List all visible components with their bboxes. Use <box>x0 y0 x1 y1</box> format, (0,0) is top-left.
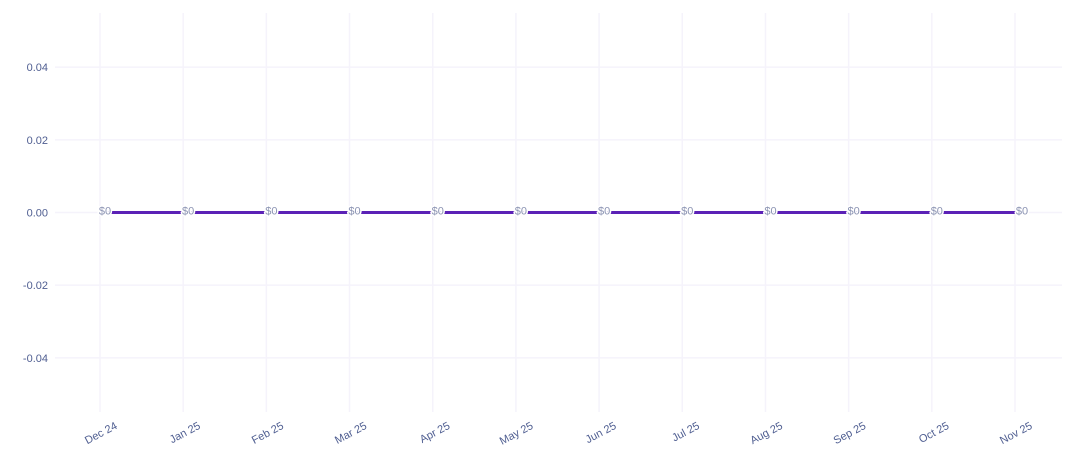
y-axis-tick-label: -0.04 <box>23 353 48 365</box>
x-axis-tick-label: Dec 24 <box>83 420 119 447</box>
y-axis-tick-label: 0.04 <box>27 62 48 74</box>
x-axis-tick-label: Oct 25 <box>917 420 951 446</box>
y-axis-tick-label: 0.02 <box>27 135 48 147</box>
x-axis-labels: Dec 24 Jan 25 Feb 25 Mar 25 Apr 25 May 25 Jun … <box>83 420 1034 448</box>
x-axis-tick-label: Nov 25 <box>998 420 1034 447</box>
data-label: $0 <box>99 206 111 218</box>
data-label: $0 <box>265 206 277 218</box>
y-axis-tick-label: 0.00 <box>27 208 48 220</box>
x-axis-tick-label: Feb 25 <box>250 420 286 447</box>
x-axis-tick-label: May 25 <box>498 420 535 448</box>
data-label: $0 <box>348 206 360 218</box>
data-label: $0 <box>764 206 776 218</box>
data-label: $0 <box>1016 206 1028 218</box>
y-axis-tick-label: -0.02 <box>23 280 48 292</box>
data-label: $0 <box>432 206 444 218</box>
data-label: $0 <box>931 206 943 218</box>
x-axis-tick-label: Jun 25 <box>584 420 619 446</box>
data-label: $0 <box>598 206 610 218</box>
x-axis-tick-label: Aug 25 <box>748 420 784 447</box>
data-label: $0 <box>515 206 527 218</box>
data-label: $0 <box>848 206 860 218</box>
data-label: $0 <box>681 206 693 218</box>
y-axis-labels: 0.04 0.02 0.00 -0.02 -0.04 <box>23 62 48 365</box>
x-axis-tick-label: Jan 25 <box>168 420 203 446</box>
data-labels: $0 $0 $0 $0 $0 $0 $0 $0 $0 $0 $0 $0 <box>97 204 1029 219</box>
x-axis-tick-label: Sep 25 <box>832 420 868 447</box>
x-axis-tick-label: Apr 25 <box>418 420 452 446</box>
x-axis-tick-label: Mar 25 <box>333 420 369 447</box>
x-axis-tick-label: Jul 25 <box>670 420 702 444</box>
data-label: $0 <box>182 206 194 218</box>
